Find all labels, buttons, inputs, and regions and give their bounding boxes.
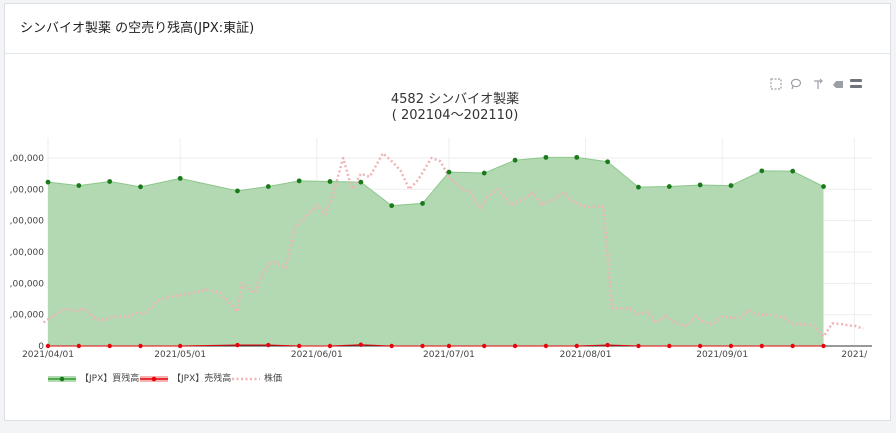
- legend-swatch-buy: [48, 376, 76, 382]
- buy-point: [265, 184, 271, 189]
- card-title: シンバイオ製薬 の空売り残高(JPX:東証): [20, 21, 255, 36]
- buy-point: [512, 157, 518, 163]
- sell-point: [482, 343, 487, 349]
- card-header: シンバイオ製薬 の空売り残高(JPX:東証): [5, 4, 890, 54]
- legend-swatch-price: [232, 377, 260, 381]
- sell-point: [327, 343, 333, 349]
- sell-point: [296, 343, 302, 349]
- buy-point: [107, 179, 113, 184]
- sell-point: [512, 343, 518, 349]
- buy-point: [481, 170, 487, 176]
- buy-point: [358, 179, 364, 185]
- buy-point: [389, 203, 395, 209]
- sell-point: [543, 343, 549, 349]
- sell-point: [667, 343, 672, 349]
- chart-title: 4582 シンバイオ製薬: [390, 92, 520, 107]
- y-tick-label: ,00,000: [10, 185, 45, 195]
- sell-point: [177, 343, 183, 349]
- chart-toolbar: [770, 75, 865, 90]
- chart-title-block: 4582 シンバイオ製薬 ( 202104～202110): [300, 92, 610, 124]
- sell-point: [446, 343, 452, 349]
- sell-point: [266, 342, 271, 348]
- legend-label-sell: 【JPX】売残高: [172, 374, 232, 384]
- sell-point: [138, 343, 143, 349]
- zoom-out-icon[interactable]: [832, 75, 844, 94]
- buy-point: [574, 154, 580, 160]
- buy-point: [790, 168, 796, 174]
- sell-point: [821, 343, 826, 349]
- buy-point: [327, 179, 333, 184]
- x-tick-label: 2021/: [841, 350, 868, 360]
- buy-point: [697, 182, 703, 188]
- box-select-icon[interactable]: [770, 75, 782, 94]
- sell-point: [45, 343, 51, 349]
- x-tick-label: 2021/09/01: [696, 350, 748, 360]
- buy-area: [48, 157, 824, 346]
- y-tick-label: ,00,000: [10, 311, 45, 321]
- price-line: [42, 152, 864, 338]
- x-tick-label: 2021/07/01: [423, 350, 475, 360]
- legend-label-price: 株価: [264, 374, 283, 384]
- y-tick-label: ,00,000: [10, 279, 45, 289]
- legend-label-buy: 【JPX】買残高: [80, 374, 140, 384]
- buy-point: [45, 179, 51, 185]
- sell-point: [420, 343, 425, 349]
- x-tick-label: 2021/04/01: [22, 350, 74, 360]
- sell-point: [574, 343, 579, 349]
- buy-point: [666, 184, 672, 189]
- buy-point: [420, 201, 425, 206]
- sell-point: [358, 342, 364, 347]
- y-tick-label: ,00,000: [10, 154, 45, 164]
- x-tick-label: 2021/05/01: [154, 350, 206, 360]
- x-tick-label: 2021/06/01: [291, 350, 343, 360]
- x-tick-label: 2021/08/01: [560, 350, 612, 360]
- sell-point: [697, 343, 703, 349]
- lasso-select-icon[interactable]: [790, 75, 802, 94]
- buy-point: [296, 178, 302, 184]
- buy-point: [177, 175, 183, 181]
- buy-point: [759, 168, 765, 174]
- buy-point: [636, 184, 641, 190]
- buy-point: [821, 184, 826, 189]
- buy-point: [235, 188, 240, 194]
- sell-point: [636, 343, 641, 349]
- sell-point: [107, 343, 112, 349]
- sell-point: [389, 343, 394, 349]
- sell-point: [790, 343, 795, 349]
- buy-point: [605, 159, 611, 165]
- y-tick-label: ,00,000: [10, 248, 45, 258]
- buy-point: [728, 183, 734, 188]
- sell-point: [235, 342, 240, 348]
- pan-icon[interactable]: [812, 75, 824, 94]
- sell-point: [76, 343, 82, 349]
- sell-point: [605, 342, 610, 348]
- menu-icon[interactable]: [850, 75, 862, 94]
- legend-swatch-sell: [140, 376, 168, 382]
- sell-point: [759, 343, 765, 349]
- buy-point: [76, 183, 82, 188]
- y-tick-label: 0: [38, 342, 44, 352]
- buy-point: [138, 184, 143, 190]
- chart-subtitle: ( 202104～202110): [391, 108, 519, 123]
- buy-point: [543, 154, 549, 160]
- buy-point: [446, 169, 452, 175]
- sell-point: [728, 343, 734, 349]
- y-tick-label: ,00,000: [10, 217, 45, 227]
